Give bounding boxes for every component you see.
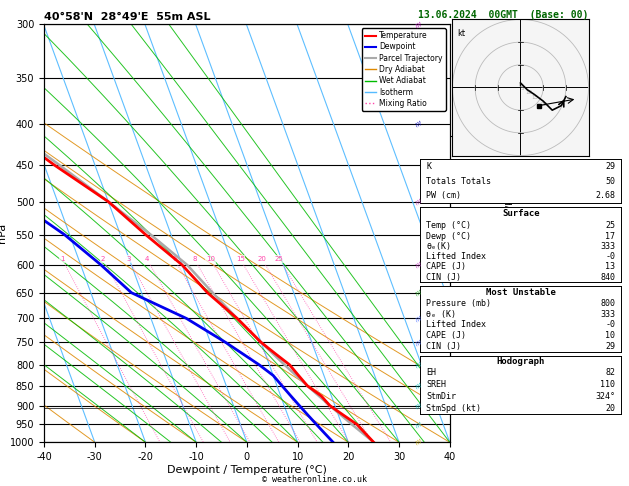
Text: 20: 20 <box>606 403 615 413</box>
Text: 20: 20 <box>541 102 548 106</box>
Text: ///: /// <box>415 289 423 296</box>
Text: ///: /// <box>415 315 423 322</box>
Legend: Temperature, Dewpoint, Parcel Trajectory, Dry Adiabat, Wet Adiabat, Isotherm, Mi: Temperature, Dewpoint, Parcel Trajectory… <box>362 28 446 111</box>
Text: 6: 6 <box>172 256 177 262</box>
Text: Lifted Index: Lifted Index <box>426 252 486 261</box>
Text: Surface: Surface <box>502 209 540 218</box>
Text: 2.68: 2.68 <box>596 191 615 200</box>
Text: 4: 4 <box>145 256 149 262</box>
Text: CIN (J): CIN (J) <box>426 273 461 282</box>
Text: 20: 20 <box>258 256 267 262</box>
Text: 40°58'N  28°49'E  55m ASL: 40°58'N 28°49'E 55m ASL <box>44 12 211 22</box>
Text: -0: -0 <box>606 252 615 261</box>
Text: kt: kt <box>457 29 465 37</box>
Text: 110: 110 <box>601 380 615 389</box>
Text: 3: 3 <box>126 256 131 262</box>
Text: CAPE (J): CAPE (J) <box>426 262 466 271</box>
Text: θₑ(K): θₑ(K) <box>426 242 451 251</box>
Text: ///: /// <box>415 421 423 428</box>
Text: θₑ (K): θₑ (K) <box>426 310 456 319</box>
Text: 800: 800 <box>601 299 615 308</box>
Text: 1: 1 <box>60 256 64 262</box>
Text: SREH: SREH <box>426 380 446 389</box>
Text: 0: 0 <box>518 84 521 88</box>
Text: 324°: 324° <box>596 392 615 400</box>
Text: ///: /// <box>415 402 423 409</box>
Text: 840: 840 <box>601 273 615 282</box>
Text: ///: /// <box>415 361 423 368</box>
Text: Lifted Index: Lifted Index <box>426 320 486 330</box>
Text: StmDir: StmDir <box>426 392 456 400</box>
Text: 5: 5 <box>521 86 524 91</box>
Y-axis label: hPa: hPa <box>0 223 7 243</box>
Text: ///: /// <box>415 261 423 269</box>
Text: Totals Totals: Totals Totals <box>426 177 491 186</box>
Text: 10: 10 <box>606 331 615 340</box>
Text: ///: /// <box>415 121 423 128</box>
Text: 25: 25 <box>606 221 615 230</box>
X-axis label: Dewpoint / Temperature (°C): Dewpoint / Temperature (°C) <box>167 465 327 475</box>
Text: 29: 29 <box>606 162 615 171</box>
Text: 15: 15 <box>532 95 539 100</box>
Text: -0: -0 <box>606 320 615 330</box>
Text: CAPE (J): CAPE (J) <box>426 331 466 340</box>
Text: StmSpd (kt): StmSpd (kt) <box>426 403 481 413</box>
Text: ///: /// <box>415 20 423 28</box>
Text: 17: 17 <box>606 231 615 241</box>
Text: ///: /// <box>415 382 423 389</box>
Text: 25: 25 <box>275 256 284 262</box>
Text: 333: 333 <box>601 310 615 319</box>
Text: 13.06.2024  00GMT  (Base: 00): 13.06.2024 00GMT (Base: 00) <box>418 10 589 20</box>
Text: Pressure (mb): Pressure (mb) <box>426 299 491 308</box>
Text: 333: 333 <box>601 242 615 251</box>
Y-axis label: km
ASL: km ASL <box>467 224 489 243</box>
Text: 29: 29 <box>606 342 615 351</box>
Text: Mixing Ratio (g/kg): Mixing Ratio (g/kg) <box>506 191 515 276</box>
Text: 13: 13 <box>606 262 615 271</box>
Text: LCL: LCL <box>458 403 473 412</box>
Text: ///: /// <box>415 198 423 205</box>
Text: Most Unstable: Most Unstable <box>486 288 556 296</box>
Text: ///: /// <box>415 339 423 346</box>
Text: EH: EH <box>426 368 436 377</box>
Text: K: K <box>426 162 431 171</box>
Text: 82: 82 <box>606 368 615 377</box>
Text: CIN (J): CIN (J) <box>426 342 461 351</box>
Text: 10: 10 <box>206 256 215 262</box>
Text: 50: 50 <box>606 177 615 186</box>
Text: Hodograph: Hodograph <box>497 357 545 365</box>
Text: 15: 15 <box>236 256 245 262</box>
Text: 2: 2 <box>101 256 105 262</box>
Text: 8: 8 <box>192 256 197 262</box>
Text: ///: /// <box>415 438 423 446</box>
Text: Temp (°C): Temp (°C) <box>426 221 471 230</box>
Text: PW (cm): PW (cm) <box>426 191 461 200</box>
Text: 10: 10 <box>525 90 532 95</box>
Text: © weatheronline.co.uk: © weatheronline.co.uk <box>262 474 367 484</box>
Text: Dewp (°C): Dewp (°C) <box>426 231 471 241</box>
